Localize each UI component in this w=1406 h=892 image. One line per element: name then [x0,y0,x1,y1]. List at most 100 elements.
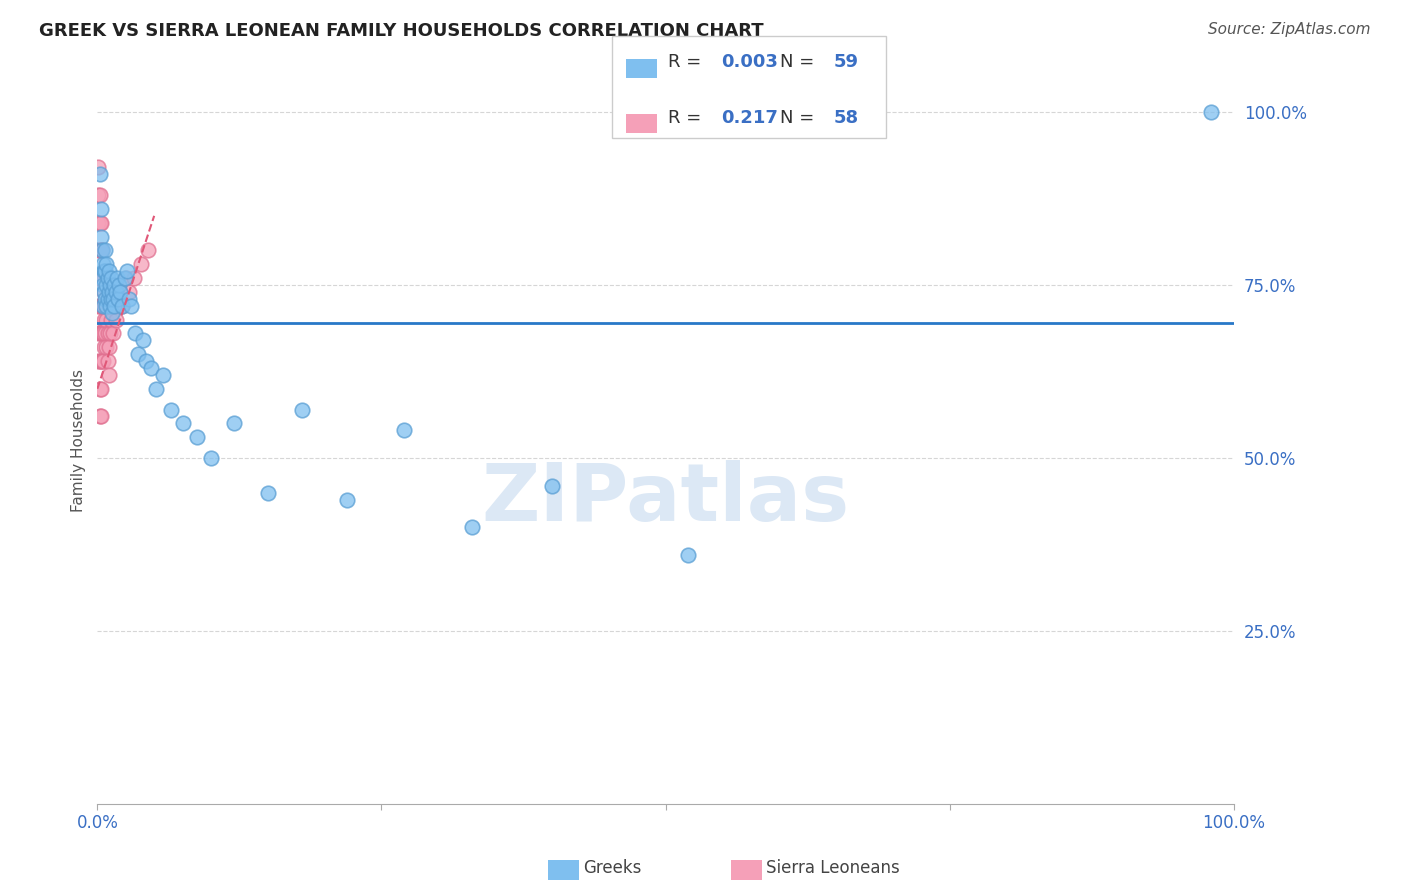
Point [90,382,112,396]
Point [101,306,124,320]
Point [111,299,134,313]
Point [94,264,117,278]
Point [152,368,174,382]
Point [98,278,121,293]
Point [90,326,112,341]
Point [222,417,245,431]
Text: Sierra Leoneans: Sierra Leoneans [766,859,900,877]
Point [100,312,122,326]
Point [98,299,121,313]
Point [90,326,112,341]
Point [90,354,112,368]
Point [101,299,124,313]
Point [89,167,111,181]
Point [91,326,114,341]
Point [93,285,115,299]
Point [96,299,118,313]
Point [336,492,359,507]
Point [87,271,110,285]
Point [103,278,125,293]
Point [98,326,121,341]
Point [89,299,111,313]
Point [91,354,114,368]
Point [90,299,112,313]
Point [97,271,120,285]
Point [90,229,112,244]
Point [120,299,142,313]
Point [124,326,146,341]
Point [90,271,112,285]
Point [100,292,122,306]
Point [89,326,111,341]
Point [90,271,112,285]
Point [108,285,131,299]
Point [90,216,112,230]
Point [111,299,134,313]
Point [90,244,112,258]
Point [97,340,120,354]
Point [94,299,117,313]
Text: N =: N = [780,54,820,71]
Point [97,285,120,299]
Point [87,244,110,258]
Text: 58: 58 [834,109,859,127]
Y-axis label: Family Households: Family Households [72,369,86,512]
Point [103,299,125,313]
Point [89,354,111,368]
Point [94,244,117,258]
Point [122,271,145,285]
Point [541,478,564,492]
Text: N =: N = [780,109,820,127]
Point [291,402,314,417]
Point [145,382,167,396]
Point [96,278,118,293]
Point [392,423,415,437]
Point [200,450,222,465]
Point [96,312,118,326]
Point [138,244,160,258]
Point [104,312,127,326]
Point [186,430,208,444]
Point [101,285,124,299]
Point [91,257,114,271]
Point [90,244,112,258]
Point [91,271,114,285]
Text: 0.217: 0.217 [721,109,778,127]
Point [90,409,112,424]
Point [114,271,136,285]
Text: Source: ZipAtlas.com: Source: ZipAtlas.com [1208,22,1371,37]
Point [97,326,120,341]
Text: 0.003: 0.003 [721,54,778,71]
Point [94,292,117,306]
Point [89,409,111,424]
Point [90,354,112,368]
Point [256,485,278,500]
Point [94,326,117,341]
Point [115,264,138,278]
Point [135,354,157,368]
Point [104,285,127,299]
Point [678,548,700,562]
Point [90,299,112,313]
Text: Greeks: Greeks [583,859,643,877]
Text: 59: 59 [834,54,859,71]
Point [87,299,110,313]
Point [97,292,120,306]
Text: ZIPatlas: ZIPatlas [481,460,849,538]
Point [118,292,141,306]
Point [108,278,131,293]
Point [96,340,118,354]
Point [105,271,128,285]
Point [89,188,111,202]
Point [107,299,129,313]
Point [461,520,484,534]
Point [114,271,136,285]
Point [87,326,110,341]
Point [87,161,110,175]
Point [89,271,111,285]
Point [93,264,115,278]
Point [89,216,111,230]
Point [132,334,155,348]
Point [93,285,115,299]
Point [91,278,114,293]
